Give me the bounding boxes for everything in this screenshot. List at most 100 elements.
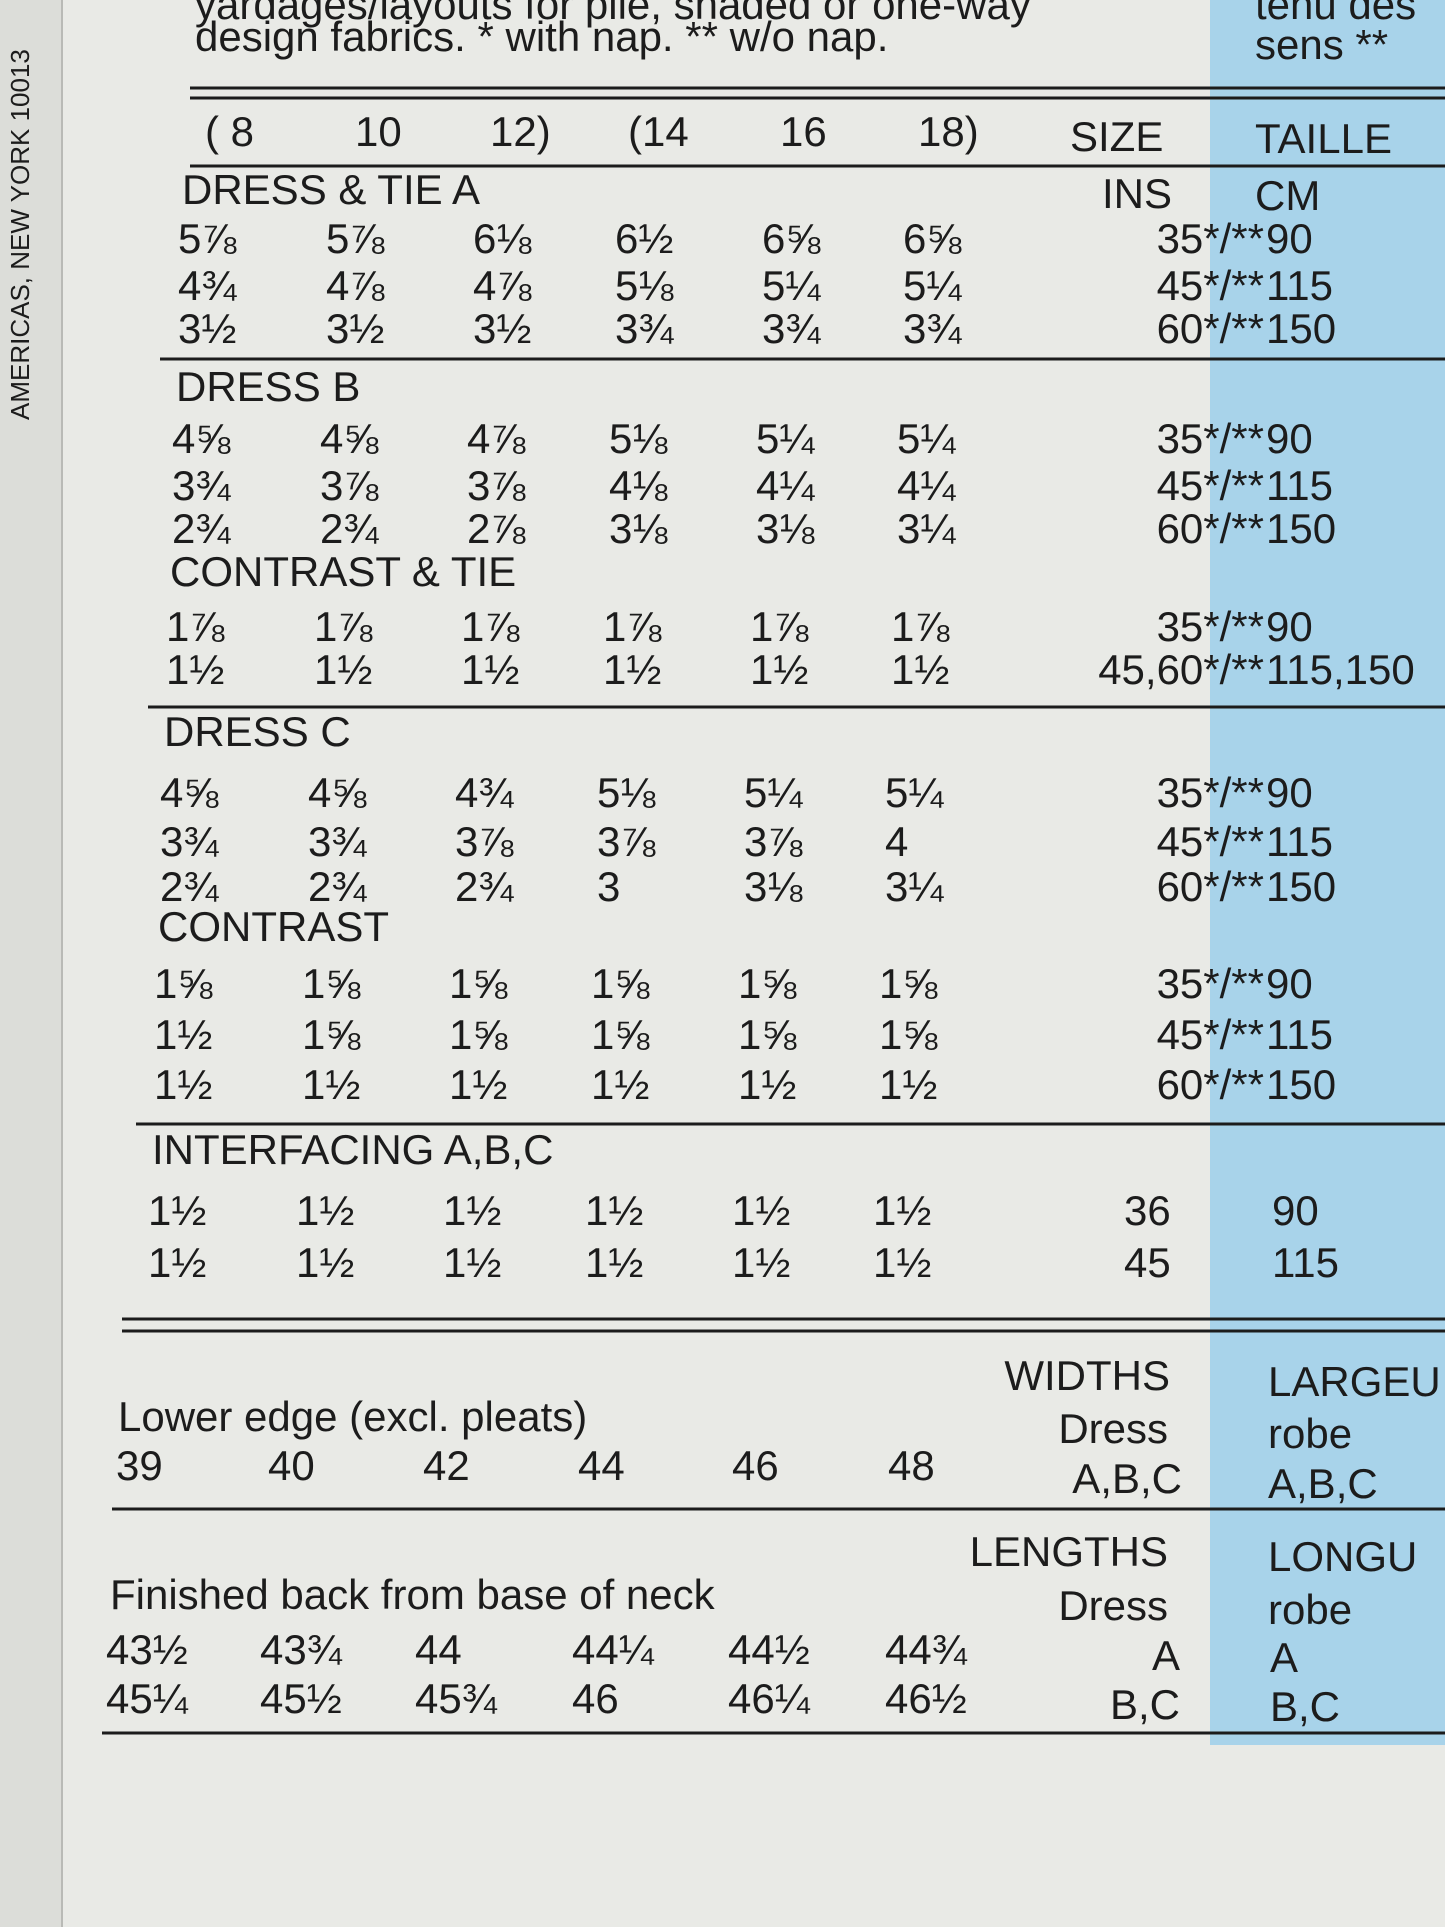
amount: 5¼ (744, 769, 803, 816)
french-panel (1210, 0, 1445, 1745)
amount: 1½ (148, 1187, 206, 1234)
view-fr: A (1270, 1634, 1298, 1681)
size-heading: 18) (918, 108, 979, 155)
amount: 4⅞ (467, 415, 526, 462)
amount: 4⅝ (172, 415, 231, 462)
size-heading: 12) (490, 108, 551, 155)
amount: 3¾ (615, 305, 674, 352)
section-title: DRESS & TIE A (182, 166, 480, 213)
amount: 5¼ (897, 415, 956, 462)
width-ins: 35*/** (1157, 415, 1264, 462)
width-ins: 45*/** (1157, 262, 1264, 309)
amount: 4¼ (756, 462, 815, 509)
section-title: CONTRAST (158, 903, 389, 950)
section-title: CONTRAST & TIE (170, 548, 516, 595)
amount: 3⅛ (609, 505, 668, 552)
view: B,C (1110, 1681, 1180, 1728)
amount: 6⅛ (473, 215, 532, 262)
amount: 2¾ (455, 863, 514, 910)
amount: 1½ (591, 1061, 649, 1108)
amount: 1⅝ (154, 960, 213, 1007)
amount: 1½ (732, 1187, 790, 1234)
amount: 1½ (732, 1239, 790, 1286)
width-value: 40 (268, 1442, 315, 1489)
amount: 1⅞ (314, 603, 373, 650)
width-ins: 35*/** (1157, 603, 1264, 650)
amount: 5⅛ (609, 415, 668, 462)
garment-fr: robe (1268, 1410, 1352, 1457)
amount: 5¼ (885, 769, 944, 816)
width-ins: 45 (1124, 1239, 1171, 1286)
amount: 5⅛ (615, 262, 674, 309)
length-value: 44¾ (885, 1626, 968, 1673)
heading-fr: LARGEU (1268, 1358, 1441, 1405)
length-value: 44½ (728, 1626, 810, 1673)
side-text: AMERICAS, NEW YORK 10013 (5, 49, 35, 420)
amount: 3½ (178, 305, 236, 352)
amount: 1⅝ (591, 960, 650, 1007)
amount: 4¾ (455, 769, 514, 816)
amount: 1⅞ (891, 603, 950, 650)
amount: 3¾ (308, 818, 367, 865)
amount: 5⅞ (326, 215, 385, 262)
width-ins: 45*/** (1157, 462, 1264, 509)
intro-fr: sens ** (1255, 21, 1388, 68)
amount: 1⅝ (738, 960, 797, 1007)
width-cm: 150 (1266, 863, 1336, 910)
amount: 4⅞ (326, 262, 385, 309)
units-ins: INS (1102, 170, 1172, 217)
amount: 1½ (585, 1239, 643, 1286)
views: A,B,C (1072, 1455, 1182, 1502)
amount: 1½ (166, 646, 224, 693)
amount: 4⅝ (160, 769, 219, 816)
amount: 1½ (879, 1061, 937, 1108)
amount: 1½ (296, 1239, 354, 1286)
size-heading: 10 (355, 108, 402, 155)
width-value: 42 (423, 1442, 470, 1489)
amount: 3⅞ (467, 462, 526, 509)
views-fr: A,B,C (1268, 1460, 1378, 1507)
heading: WIDTHS (1004, 1352, 1170, 1399)
label: Finished back from base of neck (110, 1571, 716, 1618)
amount: 1⅞ (603, 603, 662, 650)
amount: 1½ (296, 1187, 354, 1234)
width-ins: 35*/** (1157, 215, 1264, 262)
amount: 2⅞ (467, 505, 526, 552)
size-heading: 16 (780, 108, 827, 155)
amount: 2¾ (172, 505, 231, 552)
amount: 5¼ (762, 262, 821, 309)
width-cm: 150 (1266, 505, 1336, 552)
width-cm: 90 (1266, 960, 1313, 1007)
amount: 5⅞ (178, 215, 237, 262)
view-fr: B,C (1270, 1683, 1340, 1730)
amount: 1½ (443, 1187, 501, 1234)
amount: 4⅝ (320, 415, 379, 462)
length-value: 45¾ (415, 1675, 498, 1722)
amount: 1⅞ (166, 603, 225, 650)
garment-fr: robe (1268, 1586, 1352, 1633)
width-ins: 36 (1124, 1187, 1171, 1234)
amount: 4⅝ (308, 769, 367, 816)
amount: 1½ (873, 1239, 931, 1286)
amount: 3¾ (762, 305, 821, 352)
width-value: 46 (732, 1442, 779, 1489)
amount: 4⅛ (609, 462, 668, 509)
width-cm: 115 (1266, 462, 1333, 509)
amount: 1⅝ (449, 1011, 508, 1058)
amount: 4⅞ (473, 262, 532, 309)
width-cm: 150 (1266, 305, 1336, 352)
amount: 3⅞ (455, 818, 514, 865)
width-ins: 60*/** (1157, 305, 1264, 352)
amount: 3⅞ (320, 462, 379, 509)
width-cm: 90 (1266, 769, 1313, 816)
width-cm: 150 (1266, 1061, 1336, 1108)
amount: 1⅝ (879, 960, 938, 1007)
units-cm: CM (1255, 172, 1320, 219)
amount: 1⅝ (302, 960, 361, 1007)
width-ins: 60*/** (1157, 505, 1264, 552)
amount: 1⅞ (461, 603, 520, 650)
length-value: 44 (415, 1626, 462, 1673)
amount: 3½ (473, 305, 531, 352)
width-cm: 115 (1266, 818, 1333, 865)
